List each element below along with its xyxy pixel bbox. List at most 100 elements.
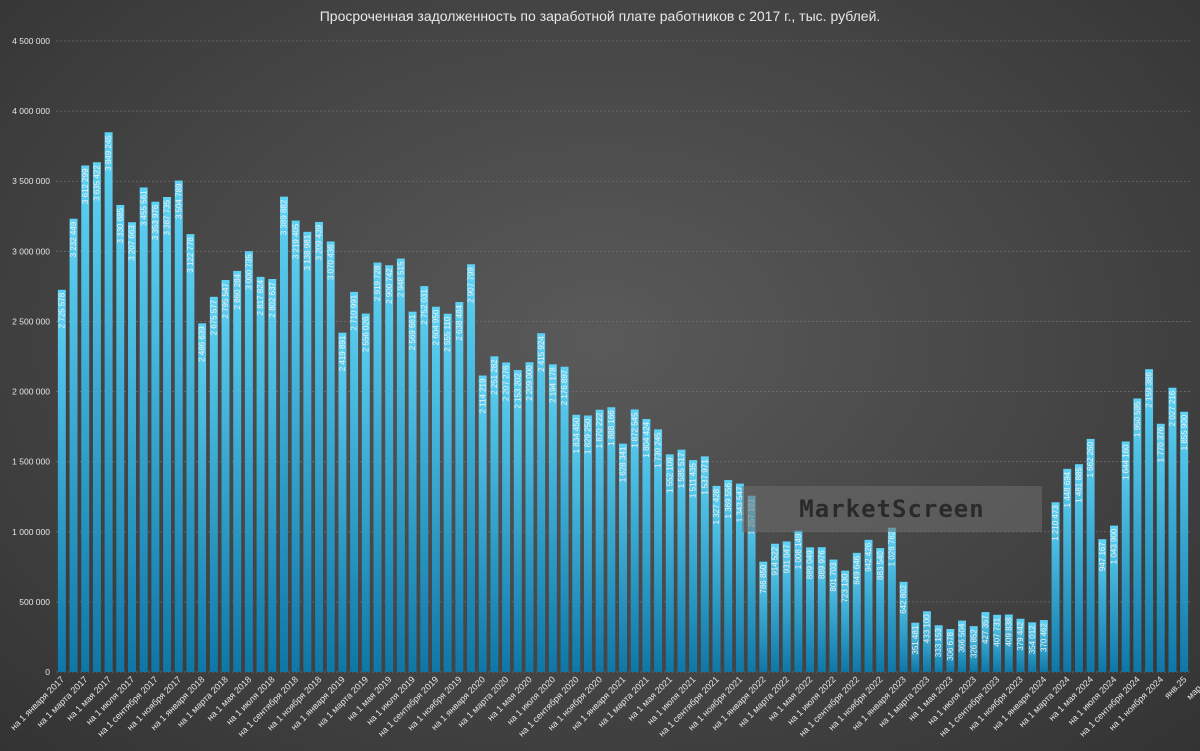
data-label: 3 209 439 <box>315 224 324 260</box>
bar <box>548 364 557 672</box>
bar <box>209 296 218 672</box>
bar <box>385 265 394 672</box>
bar <box>1051 502 1060 672</box>
data-label: 1 008 149 <box>794 533 803 569</box>
bar <box>256 276 265 672</box>
data-label: 2 419 891 <box>338 335 347 371</box>
bar <box>782 541 791 672</box>
bar <box>174 180 183 672</box>
bars <box>57 132 1189 673</box>
bar <box>151 201 160 672</box>
bar <box>1121 441 1130 672</box>
bar <box>817 547 826 672</box>
data-label: 2 415 924 <box>537 336 546 372</box>
data-label: 2 795 547 <box>221 282 230 318</box>
bar <box>1086 438 1095 672</box>
data-label: 2 251 282 <box>490 359 499 395</box>
watermark-box: MarketScreen <box>742 486 1042 532</box>
data-label: 2 752 031 <box>420 289 429 325</box>
bar <box>958 620 967 672</box>
data-label: 1 855 900 <box>1180 414 1189 450</box>
data-label: 1 872 545 <box>630 412 639 448</box>
data-label: 1 552 109 <box>665 457 674 493</box>
bar <box>139 187 148 672</box>
bar <box>443 313 452 672</box>
data-label: 366 504 <box>958 623 967 652</box>
data-label: 2 900 742 <box>385 268 394 304</box>
data-label: 1 028 782 <box>887 530 896 566</box>
data-label: 1 829 250 <box>584 418 593 454</box>
bar <box>326 241 335 672</box>
data-label: 1 585 517 <box>677 452 686 488</box>
data-label: 3 070 436 <box>326 244 335 280</box>
bar <box>735 483 744 672</box>
bar <box>431 306 440 672</box>
bar <box>1156 423 1165 672</box>
bar <box>502 362 511 672</box>
bar <box>829 559 838 672</box>
bar <box>338 332 347 672</box>
data-label: 2 486 639 <box>198 326 207 362</box>
data-label: 1 888 166 <box>607 410 616 446</box>
data-label: 947 167 <box>1098 542 1107 571</box>
data-label: 2 710 991 <box>350 294 359 330</box>
bar <box>899 581 908 672</box>
data-label: 2 817 824 <box>256 279 265 315</box>
bar <box>642 418 651 672</box>
bar <box>619 443 627 672</box>
data-label: 801 703 <box>829 562 838 591</box>
bar <box>841 570 850 672</box>
data-label: 931 047 <box>782 544 791 573</box>
data-label: 2 919 728 <box>373 265 382 301</box>
data-label: 1 628 341 <box>619 446 628 482</box>
bar <box>700 456 709 672</box>
bar <box>69 218 78 672</box>
bar <box>864 539 873 672</box>
data-label: 1 730 245 <box>654 432 663 468</box>
bar <box>771 543 779 672</box>
bar <box>233 270 242 672</box>
bar <box>1145 369 1154 672</box>
data-label: 2 209 000 <box>525 365 534 401</box>
bar <box>525 362 534 672</box>
data-label: 3 353 976 <box>151 204 160 240</box>
data-label: 3 389 882 <box>280 199 289 235</box>
x-tick-label: янв.25 <box>1162 674 1188 700</box>
bar <box>560 366 569 672</box>
y-axis-tick-labels: 0 500 000 1 000 000 1 500 000 2 000 000 2 500… <box>12 36 50 677</box>
bar <box>583 415 592 672</box>
bar <box>1016 618 1025 672</box>
data-label: 3 387 735 <box>163 199 172 235</box>
data-label: 642 802 <box>899 584 908 613</box>
bar <box>163 196 172 672</box>
data-label: 3 207 663 <box>128 225 137 261</box>
data-label: 2 555 110 <box>443 316 452 352</box>
data-label: 3 455 561 <box>139 190 148 226</box>
chart-title: Просроченная задолженность по заработной… <box>319 8 881 24</box>
data-label: 2 604 950 <box>432 309 441 345</box>
data-label: 2 114 219 <box>478 378 487 414</box>
bar <box>116 204 125 672</box>
x-tick-label: мар.25 <box>1185 674 1200 701</box>
data-label: 1 950 595 <box>1133 401 1142 437</box>
bar <box>128 222 136 673</box>
data-label: 1 537 971 <box>700 459 709 495</box>
bar <box>934 625 943 672</box>
data-label: 3 219 405 <box>291 223 300 259</box>
bar <box>876 548 885 672</box>
data-label: 2 569 661 <box>408 314 417 350</box>
data-label: 3 000 735 <box>244 254 253 290</box>
y-tick-label: 500 000 <box>19 597 50 607</box>
data-label: 2 907 799 <box>467 267 476 303</box>
bar <box>350 291 359 672</box>
bar <box>689 460 698 672</box>
bar <box>291 220 300 672</box>
bar <box>607 407 616 672</box>
data-label: 407 731 <box>993 617 1002 646</box>
data-label: 2 638 484 <box>455 304 464 340</box>
data-label: 354 012 <box>1028 625 1037 654</box>
data-label: 2 802 637 <box>268 281 277 317</box>
y-tick-label: 4 500 000 <box>12 36 50 46</box>
data-label: 1 770 376 <box>1156 426 1165 462</box>
